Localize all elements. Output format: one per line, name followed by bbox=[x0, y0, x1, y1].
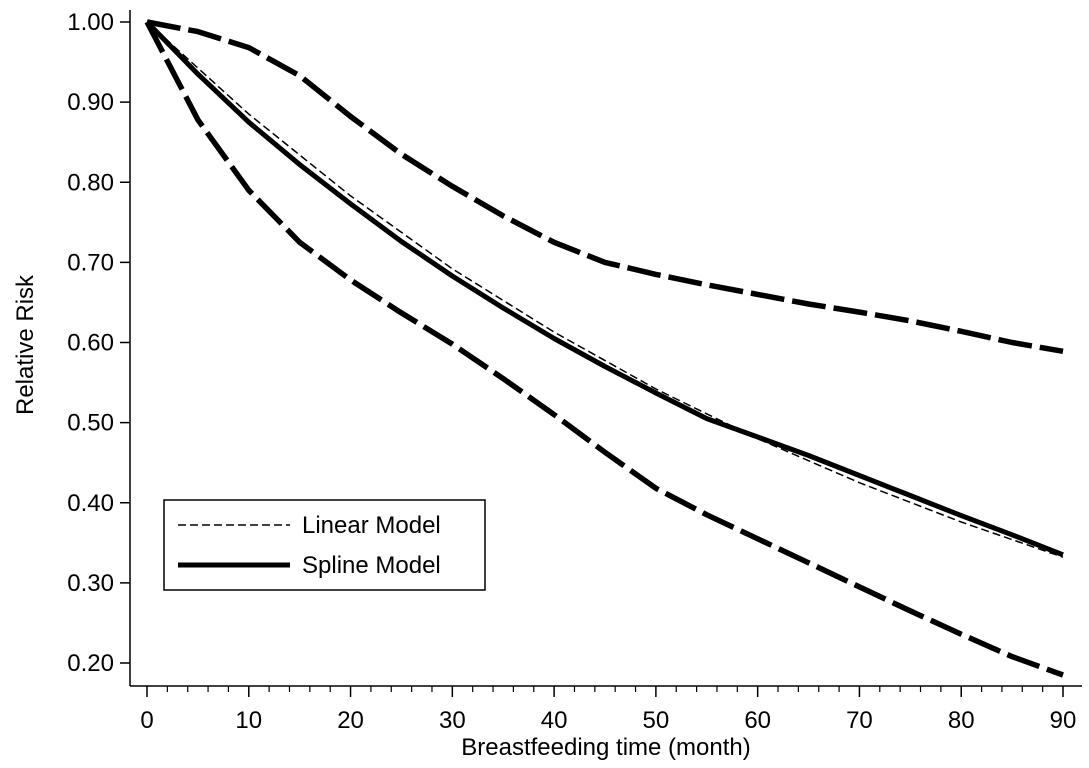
x-tick-label: 10 bbox=[235, 707, 262, 734]
series-line-3 bbox=[144, 20, 1064, 678]
x-tick-label: 70 bbox=[846, 707, 873, 734]
legend-label-spline: Spline Model bbox=[302, 552, 441, 579]
x-tick-label: 80 bbox=[948, 707, 975, 734]
x-tick-label: 0 bbox=[140, 707, 153, 734]
legend-label-linear: Linear Model bbox=[302, 512, 441, 539]
y-tick-label: 1.00 bbox=[67, 9, 114, 36]
y-tick-label: 0.50 bbox=[67, 410, 114, 437]
x-tick-label: 20 bbox=[337, 707, 364, 734]
x-tick-label: 60 bbox=[744, 707, 771, 734]
y-tick-label: 0.60 bbox=[67, 330, 114, 357]
x-tick-label: 50 bbox=[643, 707, 670, 734]
y-tick-label: 0.90 bbox=[67, 89, 114, 116]
x-axis-title: Breastfeeding time (month) bbox=[461, 734, 750, 761]
y-tick-label: 0.70 bbox=[67, 249, 114, 276]
x-tick-label: 30 bbox=[439, 707, 466, 734]
legend-box bbox=[163, 499, 486, 591]
x-tick-label: 90 bbox=[1050, 707, 1077, 734]
y-axis-title: Relative Risk bbox=[12, 274, 39, 415]
y-tick-label: 0.40 bbox=[67, 490, 114, 517]
y-tick-label: 0.30 bbox=[67, 570, 114, 597]
series-line-1 bbox=[145, 20, 1064, 558]
y-tick-label: 0.20 bbox=[67, 650, 114, 677]
series-group bbox=[144, 19, 1064, 678]
series-line-0 bbox=[146, 21, 1064, 558]
axes: 0.20 0.30 0.40 0.50 0.60 0.70 0.80 0.90 1.00 0 10 2… bbox=[67, 9, 1082, 734]
y-tick-label: 0.80 bbox=[67, 169, 114, 196]
legend: Linear Model Spline Model bbox=[163, 499, 486, 591]
series-line-2 bbox=[146, 19, 1064, 355]
x-tick-label: 40 bbox=[541, 707, 568, 734]
